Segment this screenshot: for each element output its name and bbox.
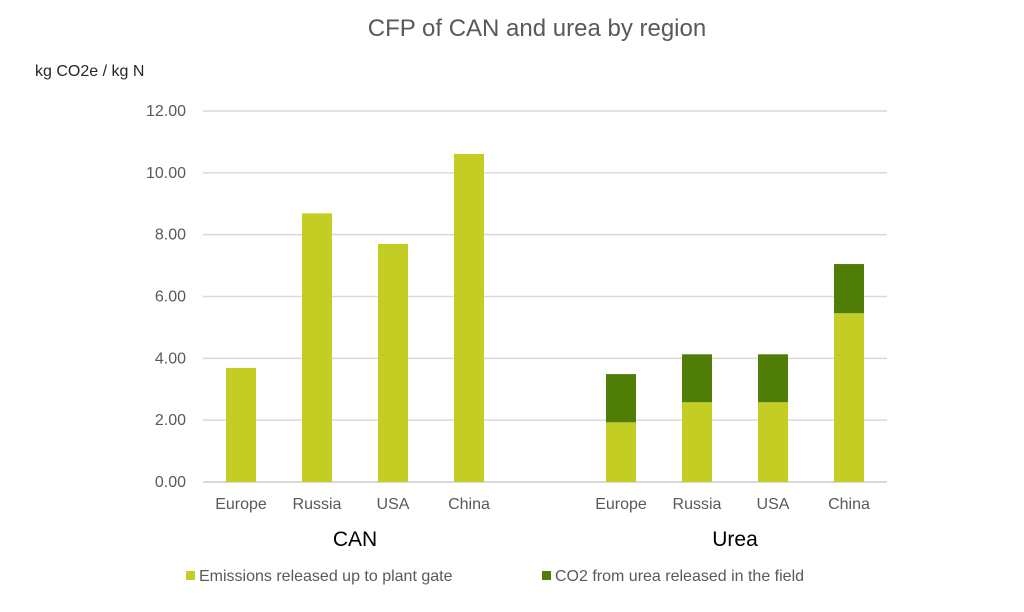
x-tick-label: China bbox=[828, 496, 870, 513]
bar-urea-usa-s0 bbox=[758, 402, 788, 482]
y-tick-label: 8.00 bbox=[155, 227, 186, 244]
bar-urea-usa-s1 bbox=[758, 354, 788, 403]
y-tick-label: 4.00 bbox=[155, 350, 186, 367]
legend-swatch bbox=[186, 571, 195, 580]
bar-can-europe-s0 bbox=[226, 367, 256, 482]
x-tick-label: USA bbox=[377, 496, 410, 513]
x-tick-label: USA bbox=[757, 496, 790, 513]
group-label: Urea bbox=[712, 528, 758, 551]
y-tick-label: 2.00 bbox=[155, 412, 186, 429]
x-tick-label: Europe bbox=[595, 496, 647, 513]
bar-urea-europe-s1 bbox=[606, 374, 636, 423]
y-tick-label: 0.00 bbox=[155, 474, 186, 491]
bar-can-china-s0 bbox=[454, 153, 484, 482]
bar-urea-russia-s0 bbox=[682, 402, 712, 482]
bar-urea-europe-s0 bbox=[606, 422, 636, 482]
y-tick-label: 10.00 bbox=[146, 165, 186, 182]
bar-urea-russia-s1 bbox=[682, 354, 712, 403]
y-tick-label: 12.00 bbox=[146, 103, 186, 120]
bar-can-russia-s0 bbox=[302, 213, 332, 482]
x-tick-label: China bbox=[448, 496, 490, 513]
bar-urea-china-s1 bbox=[834, 264, 864, 314]
bar-urea-china-s0 bbox=[834, 313, 864, 482]
legend-swatch bbox=[542, 571, 551, 580]
bar-can-usa-s0 bbox=[378, 243, 408, 482]
y-tick-label: 6.00 bbox=[155, 289, 186, 306]
x-tick-label: Russia bbox=[293, 496, 342, 513]
legend-label: Emissions released up to plant gate bbox=[199, 568, 453, 585]
x-tick-label: Europe bbox=[215, 496, 267, 513]
chart-title: CFP of CAN and urea by region bbox=[368, 15, 706, 42]
group-label: CAN bbox=[333, 528, 377, 551]
y-axis-label: kg CO2e / kg N bbox=[35, 63, 144, 80]
legend-label: CO2 from urea released in the field bbox=[555, 568, 804, 585]
x-tick-label: Russia bbox=[673, 496, 722, 513]
